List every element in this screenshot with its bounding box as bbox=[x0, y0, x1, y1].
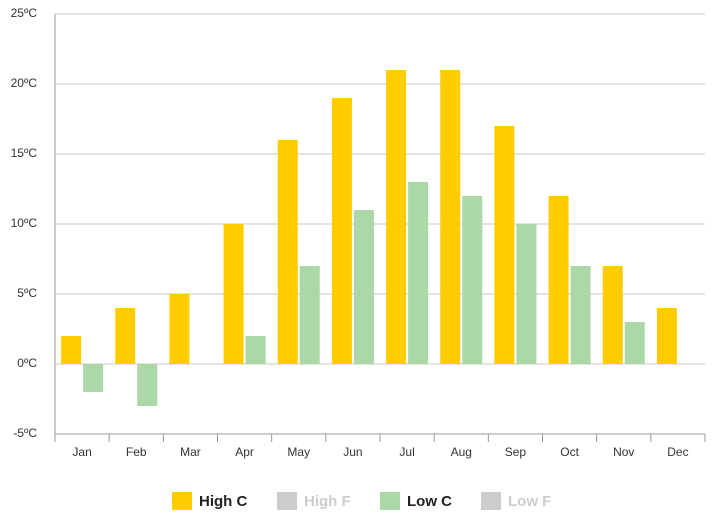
y-tick-label: 15ºC bbox=[11, 146, 38, 160]
y-tick-label: -5ºC bbox=[13, 426, 37, 440]
x-tick-label: Aug bbox=[451, 445, 472, 459]
legend-label[interactable]: Low F bbox=[508, 493, 551, 510]
x-tick-label: Mar bbox=[180, 445, 201, 459]
bar bbox=[169, 294, 190, 364]
x-tick-label: Apr bbox=[235, 445, 254, 459]
legend-swatch[interactable] bbox=[481, 492, 501, 510]
bar bbox=[245, 336, 266, 364]
x-tick-label: May bbox=[287, 445, 310, 459]
bar bbox=[277, 140, 298, 364]
x-tick-label: Sep bbox=[505, 445, 527, 459]
x-tick-label: Dec bbox=[667, 445, 688, 459]
legend-swatch[interactable] bbox=[380, 492, 400, 510]
bar bbox=[516, 224, 537, 364]
legend-label[interactable]: High C bbox=[199, 493, 247, 510]
x-tick-label: Oct bbox=[560, 445, 579, 459]
bar bbox=[548, 196, 569, 364]
legend-swatch[interactable] bbox=[277, 492, 297, 510]
bar bbox=[408, 182, 429, 364]
bar bbox=[570, 266, 591, 364]
y-tick-label: 0ºC bbox=[17, 356, 37, 370]
y-tick-label: 5ºC bbox=[17, 286, 37, 300]
bar bbox=[624, 322, 645, 364]
x-tick-label: Jun bbox=[343, 445, 362, 459]
bar bbox=[137, 364, 158, 406]
bar bbox=[331, 98, 352, 364]
bar bbox=[494, 126, 515, 364]
bar bbox=[223, 224, 244, 364]
x-tick-label: Jul bbox=[399, 445, 414, 459]
x-tick-label: Feb bbox=[126, 445, 147, 459]
x-tick-label: Jan bbox=[72, 445, 91, 459]
bar bbox=[353, 210, 374, 364]
bar bbox=[61, 336, 82, 364]
bar bbox=[299, 266, 320, 364]
bar bbox=[386, 70, 407, 364]
y-tick-label: 20ºC bbox=[11, 76, 38, 90]
legend-swatch[interactable] bbox=[172, 492, 192, 510]
legend-label[interactable]: Low C bbox=[407, 493, 452, 510]
bar bbox=[462, 196, 483, 364]
y-tick-label: 25ºC bbox=[11, 6, 38, 20]
y-tick-label: 10ºC bbox=[11, 216, 38, 230]
bar bbox=[440, 70, 461, 364]
bar bbox=[83, 364, 104, 392]
bar bbox=[656, 308, 677, 364]
bar bbox=[115, 308, 136, 364]
x-tick-label: Nov bbox=[613, 445, 634, 459]
bar bbox=[602, 266, 623, 364]
legend-label[interactable]: High F bbox=[304, 493, 351, 510]
